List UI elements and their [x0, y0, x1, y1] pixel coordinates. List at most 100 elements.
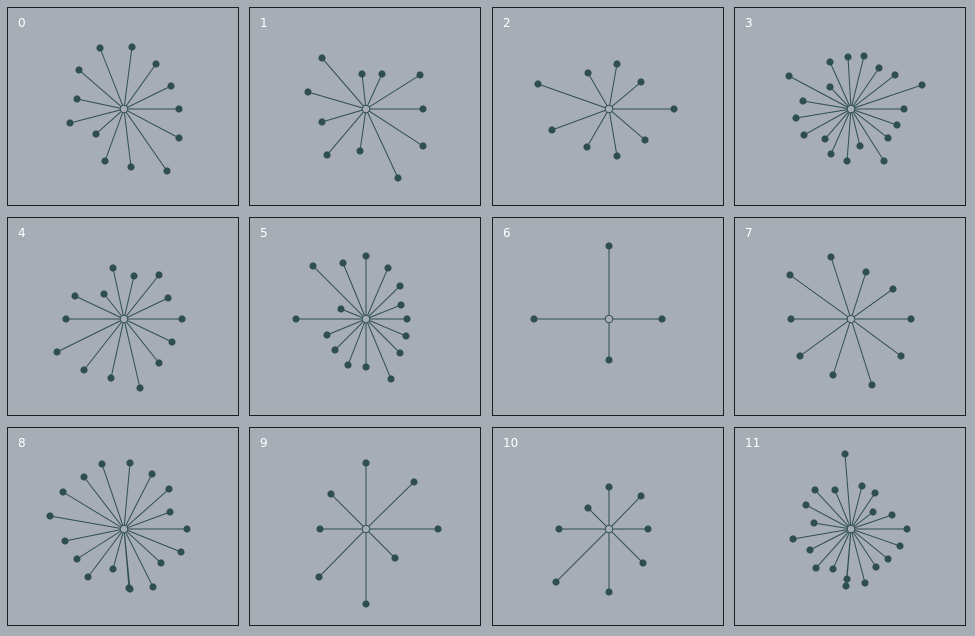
edge	[78, 69, 125, 110]
edge	[850, 55, 865, 110]
leaf-node	[419, 105, 427, 113]
leaf-node	[384, 264, 392, 272]
leaf-node	[107, 374, 115, 382]
star-graph-5	[292, 252, 411, 383]
panel-label: 5	[260, 226, 268, 240]
leaf-node	[318, 118, 326, 126]
edge	[359, 108, 367, 152]
edge	[847, 56, 852, 110]
leaf-node	[148, 470, 156, 478]
edge	[850, 528, 866, 584]
leaf-node	[73, 95, 81, 103]
hub-node	[119, 314, 129, 324]
leaf-node	[337, 305, 345, 313]
leaf-node	[831, 486, 839, 494]
star-graph-10	[552, 483, 652, 596]
edge	[608, 81, 642, 110]
edge	[365, 108, 399, 179]
leaf-node	[802, 501, 810, 509]
edge	[850, 528, 877, 568]
leaf-node	[101, 157, 109, 165]
leaf-node	[163, 167, 171, 175]
edge	[805, 504, 852, 530]
edge	[365, 267, 389, 320]
edge	[62, 491, 125, 530]
leaf-node	[796, 352, 804, 360]
graph-panel-1: 1	[249, 7, 481, 206]
leaf-node	[605, 483, 613, 491]
leaf-node	[53, 348, 61, 356]
edge	[608, 63, 618, 110]
leaf-node	[871, 489, 879, 497]
leaf-node	[613, 60, 621, 68]
edge	[112, 528, 125, 570]
leaf-node	[637, 78, 645, 86]
panel-label: 2	[503, 16, 511, 30]
leaf-node	[534, 80, 542, 88]
leaf-node	[73, 555, 81, 563]
hub-node	[361, 524, 371, 534]
graph-panel-9: 9	[249, 427, 481, 626]
leaf-node	[166, 508, 174, 516]
leaf-node	[670, 105, 678, 113]
leaf-node	[175, 134, 183, 142]
edge	[318, 528, 367, 578]
leaf-node	[378, 70, 386, 78]
leaf-node	[862, 268, 870, 276]
edge	[365, 481, 415, 530]
edge	[123, 297, 169, 320]
leaf-node	[362, 459, 370, 467]
edge	[326, 108, 367, 156]
edge	[824, 108, 852, 140]
leaf-node	[530, 315, 538, 323]
leaf-node	[872, 563, 880, 571]
leaf-node	[402, 332, 410, 340]
leaf-node	[157, 559, 165, 567]
star-graph-9	[315, 459, 442, 608]
edge	[95, 108, 125, 135]
edge	[850, 485, 863, 530]
leaf-node	[362, 363, 370, 371]
leaf-node	[826, 58, 834, 66]
graph-panel-3: 3	[734, 7, 966, 206]
edge	[123, 275, 135, 320]
leaf-node	[787, 315, 795, 323]
star-graph-4	[53, 264, 186, 392]
leaf-node	[416, 71, 424, 79]
edge	[587, 72, 610, 110]
leaf-node	[918, 81, 926, 89]
edge	[307, 91, 367, 110]
edge	[850, 108, 898, 126]
edge	[103, 293, 125, 320]
graph-panel-7: 7	[734, 217, 966, 416]
leaf-node	[323, 331, 331, 339]
edge	[608, 108, 646, 141]
panel-label: 8	[18, 436, 26, 450]
edge	[110, 318, 125, 379]
leaf-node	[128, 43, 136, 51]
edge	[365, 74, 421, 110]
leaf-node	[827, 150, 835, 158]
edge	[123, 108, 180, 139]
edge	[365, 318, 401, 354]
leaf-node	[96, 44, 104, 52]
leaf-node	[806, 546, 814, 554]
hub-node	[846, 314, 856, 324]
leaf-node	[821, 135, 829, 143]
leaf-node	[434, 525, 442, 533]
edge	[789, 274, 852, 320]
leaf-node	[552, 578, 560, 586]
edge	[850, 271, 867, 320]
edge	[850, 528, 889, 560]
leaf-node	[155, 359, 163, 367]
leaf-node	[109, 264, 117, 272]
edge	[792, 528, 852, 540]
leaf-node	[584, 504, 592, 512]
leaf-node	[799, 97, 807, 105]
leaf-node	[327, 490, 335, 498]
edge	[850, 108, 889, 139]
edge	[850, 67, 880, 110]
edge	[365, 304, 402, 320]
leaf-node	[152, 60, 160, 68]
